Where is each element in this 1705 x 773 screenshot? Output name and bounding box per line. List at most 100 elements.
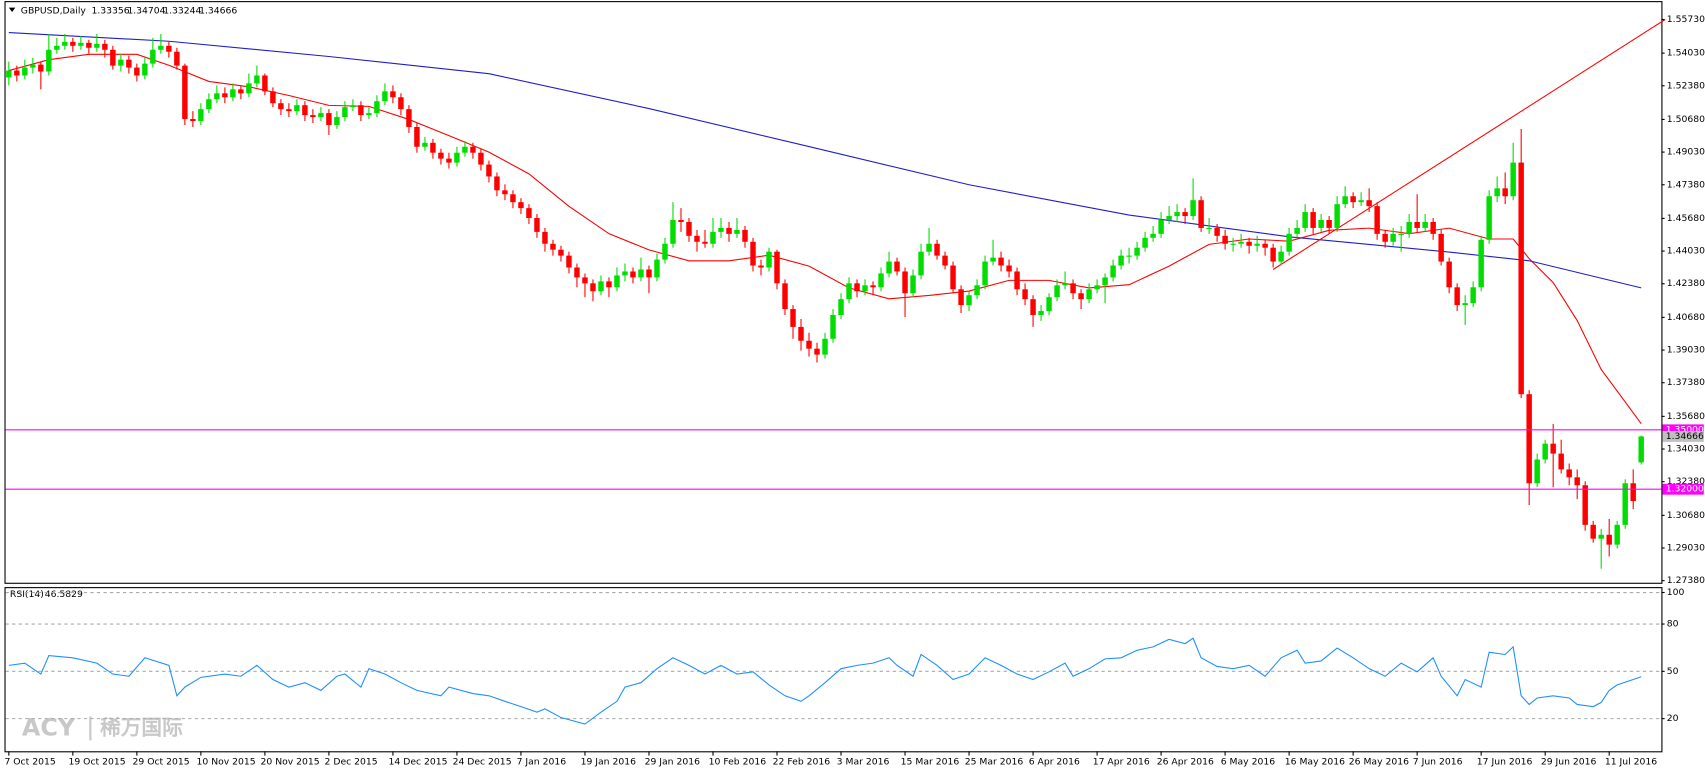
candle-body [1606, 534, 1612, 545]
candle-body [1334, 204, 1340, 228]
close-price: 1.34666 [199, 5, 237, 16]
candle-body [1598, 534, 1604, 539]
candle-body [270, 91, 276, 104]
candle-body [878, 273, 884, 288]
candle-body [134, 67, 140, 76]
open-price: 1.33356 [91, 5, 129, 16]
candle-body [614, 275, 620, 288]
candle-body [1294, 227, 1300, 234]
candle-body [926, 243, 932, 252]
candle-body [1230, 243, 1236, 245]
candle-body [1454, 287, 1460, 306]
y-tick-label: 1.37380 [1667, 377, 1705, 388]
y-tick-label: 100 [1667, 587, 1685, 598]
candle-body [326, 113, 332, 125]
y-tick-label: 1.55730 [1667, 14, 1705, 25]
candle-body [1142, 237, 1148, 248]
candle-body [126, 59, 132, 68]
candle-body [1150, 233, 1156, 238]
candle-body [350, 105, 356, 108]
candle-body [1206, 227, 1212, 230]
candle-body [1478, 239, 1484, 288]
candle-body [806, 340, 812, 349]
candle-body [950, 265, 956, 290]
candle-body [526, 208, 532, 219]
candle-body [1486, 196, 1492, 240]
candle-body [1110, 265, 1116, 278]
candle-body [1358, 200, 1364, 203]
y-tick-label: 1.45680 [1667, 213, 1705, 224]
candle-body [70, 41, 76, 46]
candle-body [606, 281, 612, 288]
candle-body [1318, 219, 1324, 228]
x-tick-label: 2 Dec 2015 [325, 757, 378, 768]
y-tick-label: 50 [1667, 666, 1679, 677]
candle-body [1534, 459, 1540, 484]
candle-body [1030, 299, 1036, 316]
candle-body [1526, 394, 1532, 484]
x-tick-label: 24 Dec 2015 [453, 757, 512, 768]
y-tick-label: 1.30680 [1667, 510, 1705, 521]
candle-body [1614, 524, 1620, 545]
y-tick-label: 1.32380 [1667, 476, 1705, 487]
candle-body [1214, 227, 1220, 236]
candle-body [670, 219, 676, 244]
y-tick-label: 1.52380 [1667, 80, 1705, 91]
candle-body [1166, 216, 1172, 220]
candle-body [166, 45, 172, 52]
candle-body [1310, 212, 1316, 228]
candle-body [1326, 219, 1332, 228]
candle-body [254, 75, 260, 84]
low-price: 1.33244 [163, 5, 201, 16]
candle-body [278, 103, 284, 110]
candle-body [1446, 261, 1452, 288]
candle-body [1062, 283, 1068, 286]
x-tick-label: 22 Feb 2016 [773, 757, 831, 768]
candle-body [230, 89, 236, 98]
candle-body [870, 285, 876, 288]
rsi-line [8, 637, 1642, 725]
candle-body [1590, 524, 1596, 539]
candle-body [1518, 162, 1524, 395]
candle-body [550, 243, 556, 250]
candle-body [30, 64, 36, 68]
x-tick-label: 25 Mar 2016 [965, 757, 1024, 768]
candle-body [1078, 293, 1084, 300]
candle-body [934, 243, 940, 256]
candle-body [1494, 188, 1500, 197]
candle-body [622, 271, 628, 276]
candle-body [470, 146, 476, 153]
x-tick-label: 29 Jun 2016 [1541, 757, 1597, 768]
candle-body [46, 49, 52, 72]
moving-average [8, 31, 1642, 289]
candle-body [494, 176, 500, 191]
x-tick-label: 15 Mar 2016 [901, 757, 960, 768]
y-tick-label: 1.47380 [1667, 179, 1705, 190]
x-tick-label: 26 May 2016 [1349, 757, 1409, 768]
x-tick-label: 29 Jan 2016 [645, 757, 700, 768]
candle-body [422, 142, 428, 147]
candle-body [502, 190, 508, 195]
candle-body [566, 255, 572, 268]
candle-body [1238, 241, 1244, 244]
y-tick-label: 1.29030 [1667, 542, 1705, 553]
price-panel [4, 1, 1663, 584]
rsi-panel [4, 587, 1663, 753]
x-tick-label: 29 Oct 2015 [133, 757, 190, 768]
candle-body [718, 227, 724, 232]
candle-body [1630, 483, 1636, 502]
candle-body [590, 283, 596, 292]
x-tick-label: 7 Jan 2016 [517, 757, 567, 768]
candle-body [1582, 485, 1588, 525]
candle-body [822, 338, 828, 355]
candle-body [102, 43, 108, 50]
candle-body [286, 109, 292, 112]
candle-body [902, 271, 908, 294]
candle-body [862, 285, 868, 292]
candle-body [1262, 243, 1268, 248]
candle-body [1638, 436, 1644, 463]
candle-body [246, 83, 252, 94]
x-tick-label: 6 May 2016 [1221, 757, 1275, 768]
